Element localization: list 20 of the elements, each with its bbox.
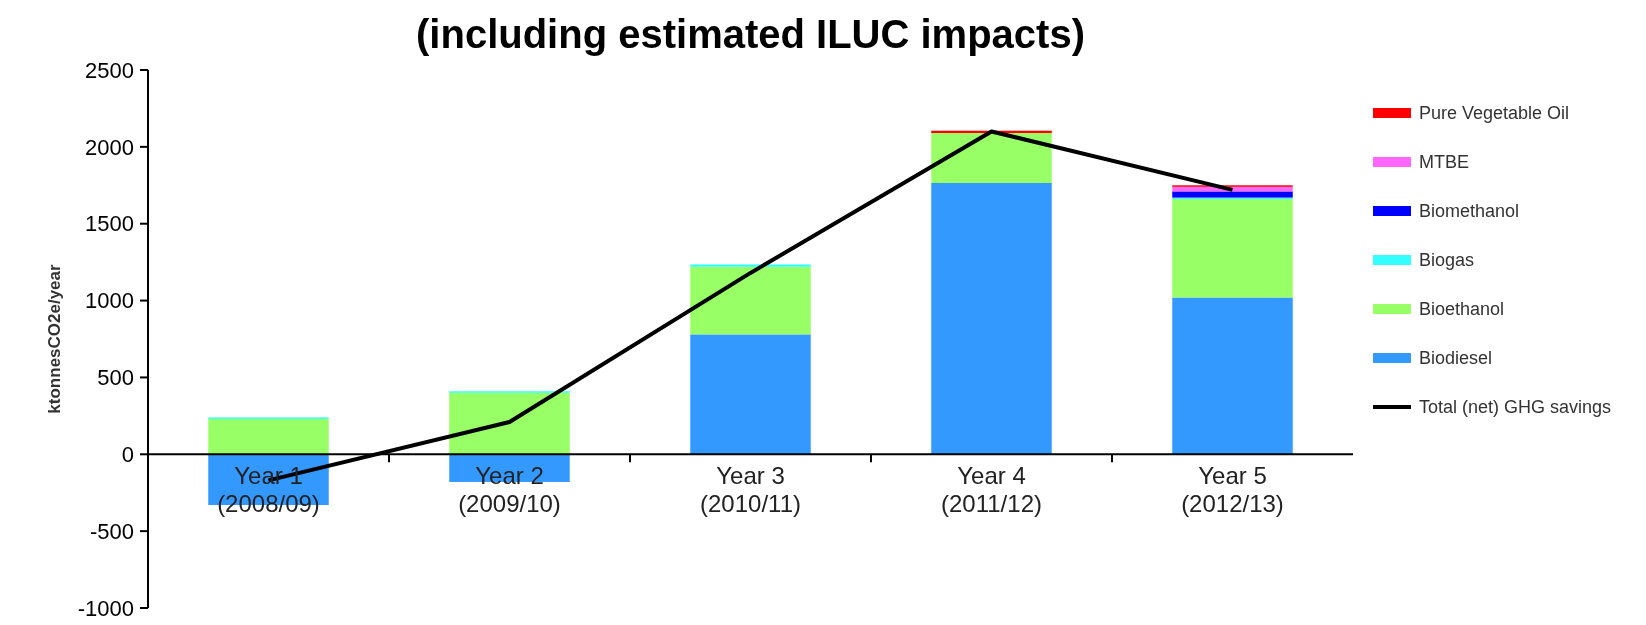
y-tick-label: 0 xyxy=(121,441,134,467)
legend-label: Bioethanol xyxy=(1419,299,1505,320)
y-axis-title: ktonnesCO2e/year xyxy=(45,263,64,414)
y-tick-label: 1000 xyxy=(85,288,134,314)
legend-label: Pure Vegetable Oil xyxy=(1419,103,1570,124)
y-tick-label: -500 xyxy=(89,518,134,544)
x-tick-label: Year 3 (2010/11) xyxy=(700,462,801,518)
legend-label: Biomethanol xyxy=(1419,201,1520,222)
y-tick-label: 2500 xyxy=(85,57,134,83)
chart-title: (including estimated ILUC impacts) xyxy=(416,12,1085,56)
legend-label: Biodiesel xyxy=(1419,348,1493,369)
y-tick-label: 1500 xyxy=(85,211,134,237)
x-tick-label: Year 5 (2012/13) xyxy=(1181,462,1284,518)
legend-label: MTBE xyxy=(1419,152,1470,173)
x-tick-label: Year 4 (2011/12) xyxy=(941,462,1042,518)
legend-label: Biogas xyxy=(1419,250,1475,271)
y-tick-label: 500 xyxy=(97,365,134,391)
y-tick-label: -1000 xyxy=(77,595,134,621)
legend-label: Total (net) GHG savings xyxy=(1419,397,1612,418)
y-tick-label: 2000 xyxy=(85,134,134,160)
